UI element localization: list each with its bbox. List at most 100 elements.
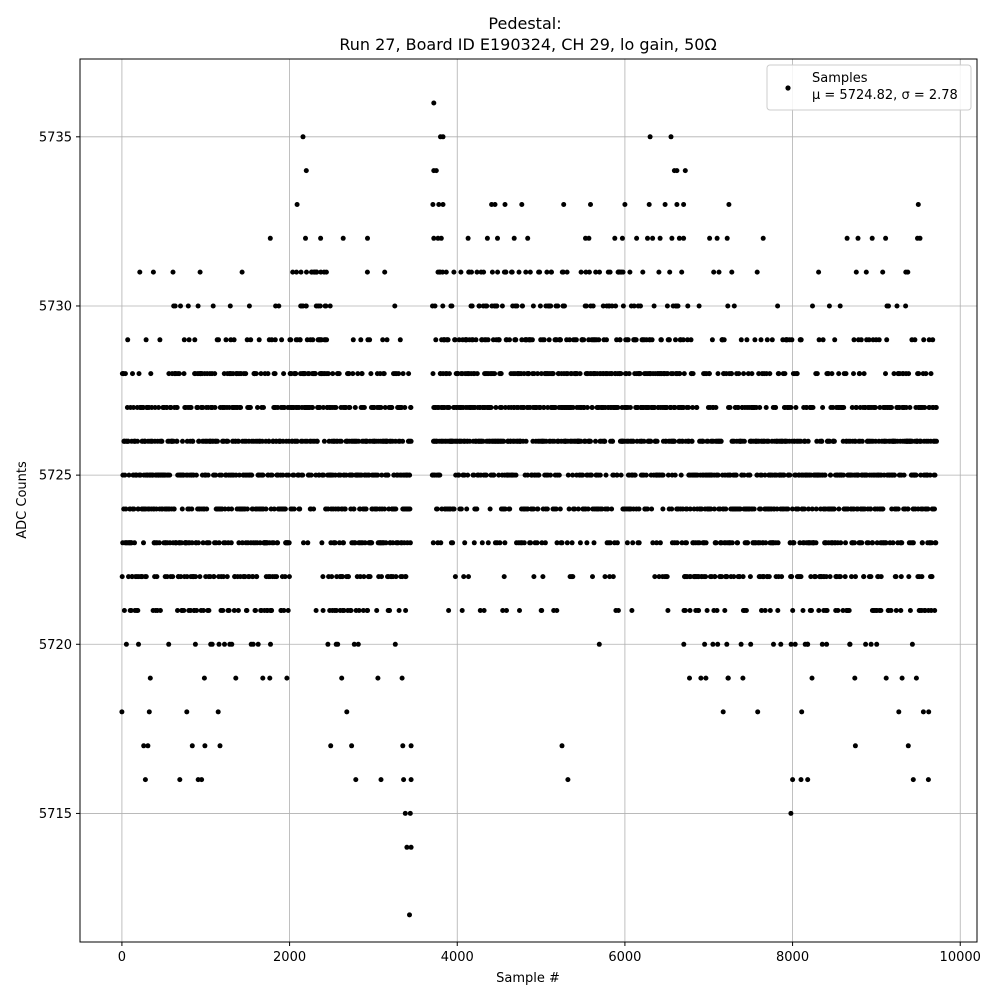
sample-point xyxy=(499,405,505,410)
sample-point xyxy=(406,371,412,377)
sample-point xyxy=(711,269,717,275)
sample-point xyxy=(250,574,256,580)
sample-point xyxy=(438,235,444,241)
sample-point xyxy=(920,709,926,715)
sample-point xyxy=(686,405,691,410)
sample-point xyxy=(725,303,731,309)
sample-point xyxy=(498,371,504,377)
sample-point xyxy=(360,608,366,613)
sample-point xyxy=(174,405,180,410)
sample-point xyxy=(731,574,737,580)
sample-point xyxy=(813,506,819,512)
sample-point xyxy=(700,438,706,444)
sample-point xyxy=(487,506,493,512)
sample-point xyxy=(883,371,888,377)
sample-point xyxy=(877,405,883,410)
sample-point xyxy=(325,371,331,377)
sample-point xyxy=(589,472,594,478)
sample-point xyxy=(649,506,655,512)
sample-point xyxy=(359,371,365,377)
x-tick-label: 2000 xyxy=(273,950,306,965)
sample-point xyxy=(688,337,694,343)
sample-point xyxy=(910,540,916,546)
sample-point xyxy=(729,371,734,377)
x-tick-label: 4000 xyxy=(441,950,474,965)
sample-point xyxy=(483,472,489,478)
sample-point xyxy=(837,303,843,309)
sample-point xyxy=(580,472,586,478)
sample-point xyxy=(805,777,811,783)
sample-point xyxy=(865,540,871,546)
sample-point xyxy=(175,608,180,613)
sample-point xyxy=(200,608,206,613)
sample-point xyxy=(456,337,462,343)
sample-point xyxy=(591,540,597,546)
sample-point xyxy=(741,438,747,444)
sample-point xyxy=(569,540,575,546)
sample-point xyxy=(832,337,838,343)
y-tick-label: 5725 xyxy=(39,469,72,484)
sample-point xyxy=(180,438,185,444)
sample-point xyxy=(537,405,543,410)
sample-point xyxy=(244,337,250,343)
sample-point xyxy=(379,472,385,478)
sample-point xyxy=(795,506,801,512)
sample-point xyxy=(633,337,639,343)
sample-point xyxy=(849,405,855,410)
sample-point xyxy=(294,202,300,207)
sample-point xyxy=(741,472,747,478)
sample-point xyxy=(272,337,278,343)
sample-point xyxy=(491,472,497,478)
sample-point xyxy=(269,472,275,478)
sample-point xyxy=(825,371,831,377)
y-tick-label: 5720 xyxy=(39,638,72,653)
sample-point xyxy=(407,912,412,918)
sample-point xyxy=(156,540,162,546)
sample-point xyxy=(312,371,318,377)
sample-point xyxy=(578,269,584,275)
sample-point xyxy=(747,472,753,478)
sample-point xyxy=(200,405,206,410)
sample-point xyxy=(136,371,142,377)
sample-point xyxy=(788,405,794,410)
sample-point xyxy=(613,303,619,309)
sample-point xyxy=(724,235,730,241)
sample-point xyxy=(664,303,670,309)
sample-point xyxy=(385,472,391,478)
sample-point xyxy=(847,641,853,647)
sample-point xyxy=(282,506,288,512)
sample-point xyxy=(390,540,396,546)
sample-point xyxy=(681,202,687,207)
sample-point xyxy=(459,608,465,613)
sample-point xyxy=(318,235,324,241)
sample-point xyxy=(229,641,235,647)
sample-point xyxy=(930,337,936,343)
sample-point xyxy=(898,574,904,580)
sample-point xyxy=(907,405,913,410)
sample-point xyxy=(615,608,621,613)
sample-point xyxy=(205,472,211,478)
sample-point xyxy=(793,405,799,410)
sample-point xyxy=(899,540,905,546)
sample-point xyxy=(122,371,128,377)
sample-point xyxy=(816,269,822,275)
sample-point xyxy=(589,405,595,410)
sample-point xyxy=(297,337,303,343)
sample-point xyxy=(297,506,303,512)
sample-point xyxy=(399,675,405,681)
sample-point xyxy=(673,337,678,343)
sample-point xyxy=(640,269,646,275)
sample-point xyxy=(212,405,218,410)
sample-point xyxy=(328,743,334,749)
sample-point xyxy=(450,540,456,546)
sample-point xyxy=(714,235,720,241)
sample-point xyxy=(313,608,319,613)
sample-point xyxy=(696,540,702,546)
sample-point xyxy=(665,608,671,613)
sample-point xyxy=(669,235,675,241)
sample-point xyxy=(497,540,503,546)
sample-point xyxy=(883,675,889,681)
sample-point xyxy=(189,743,195,749)
sample-point xyxy=(736,371,742,377)
sample-point xyxy=(516,269,522,275)
